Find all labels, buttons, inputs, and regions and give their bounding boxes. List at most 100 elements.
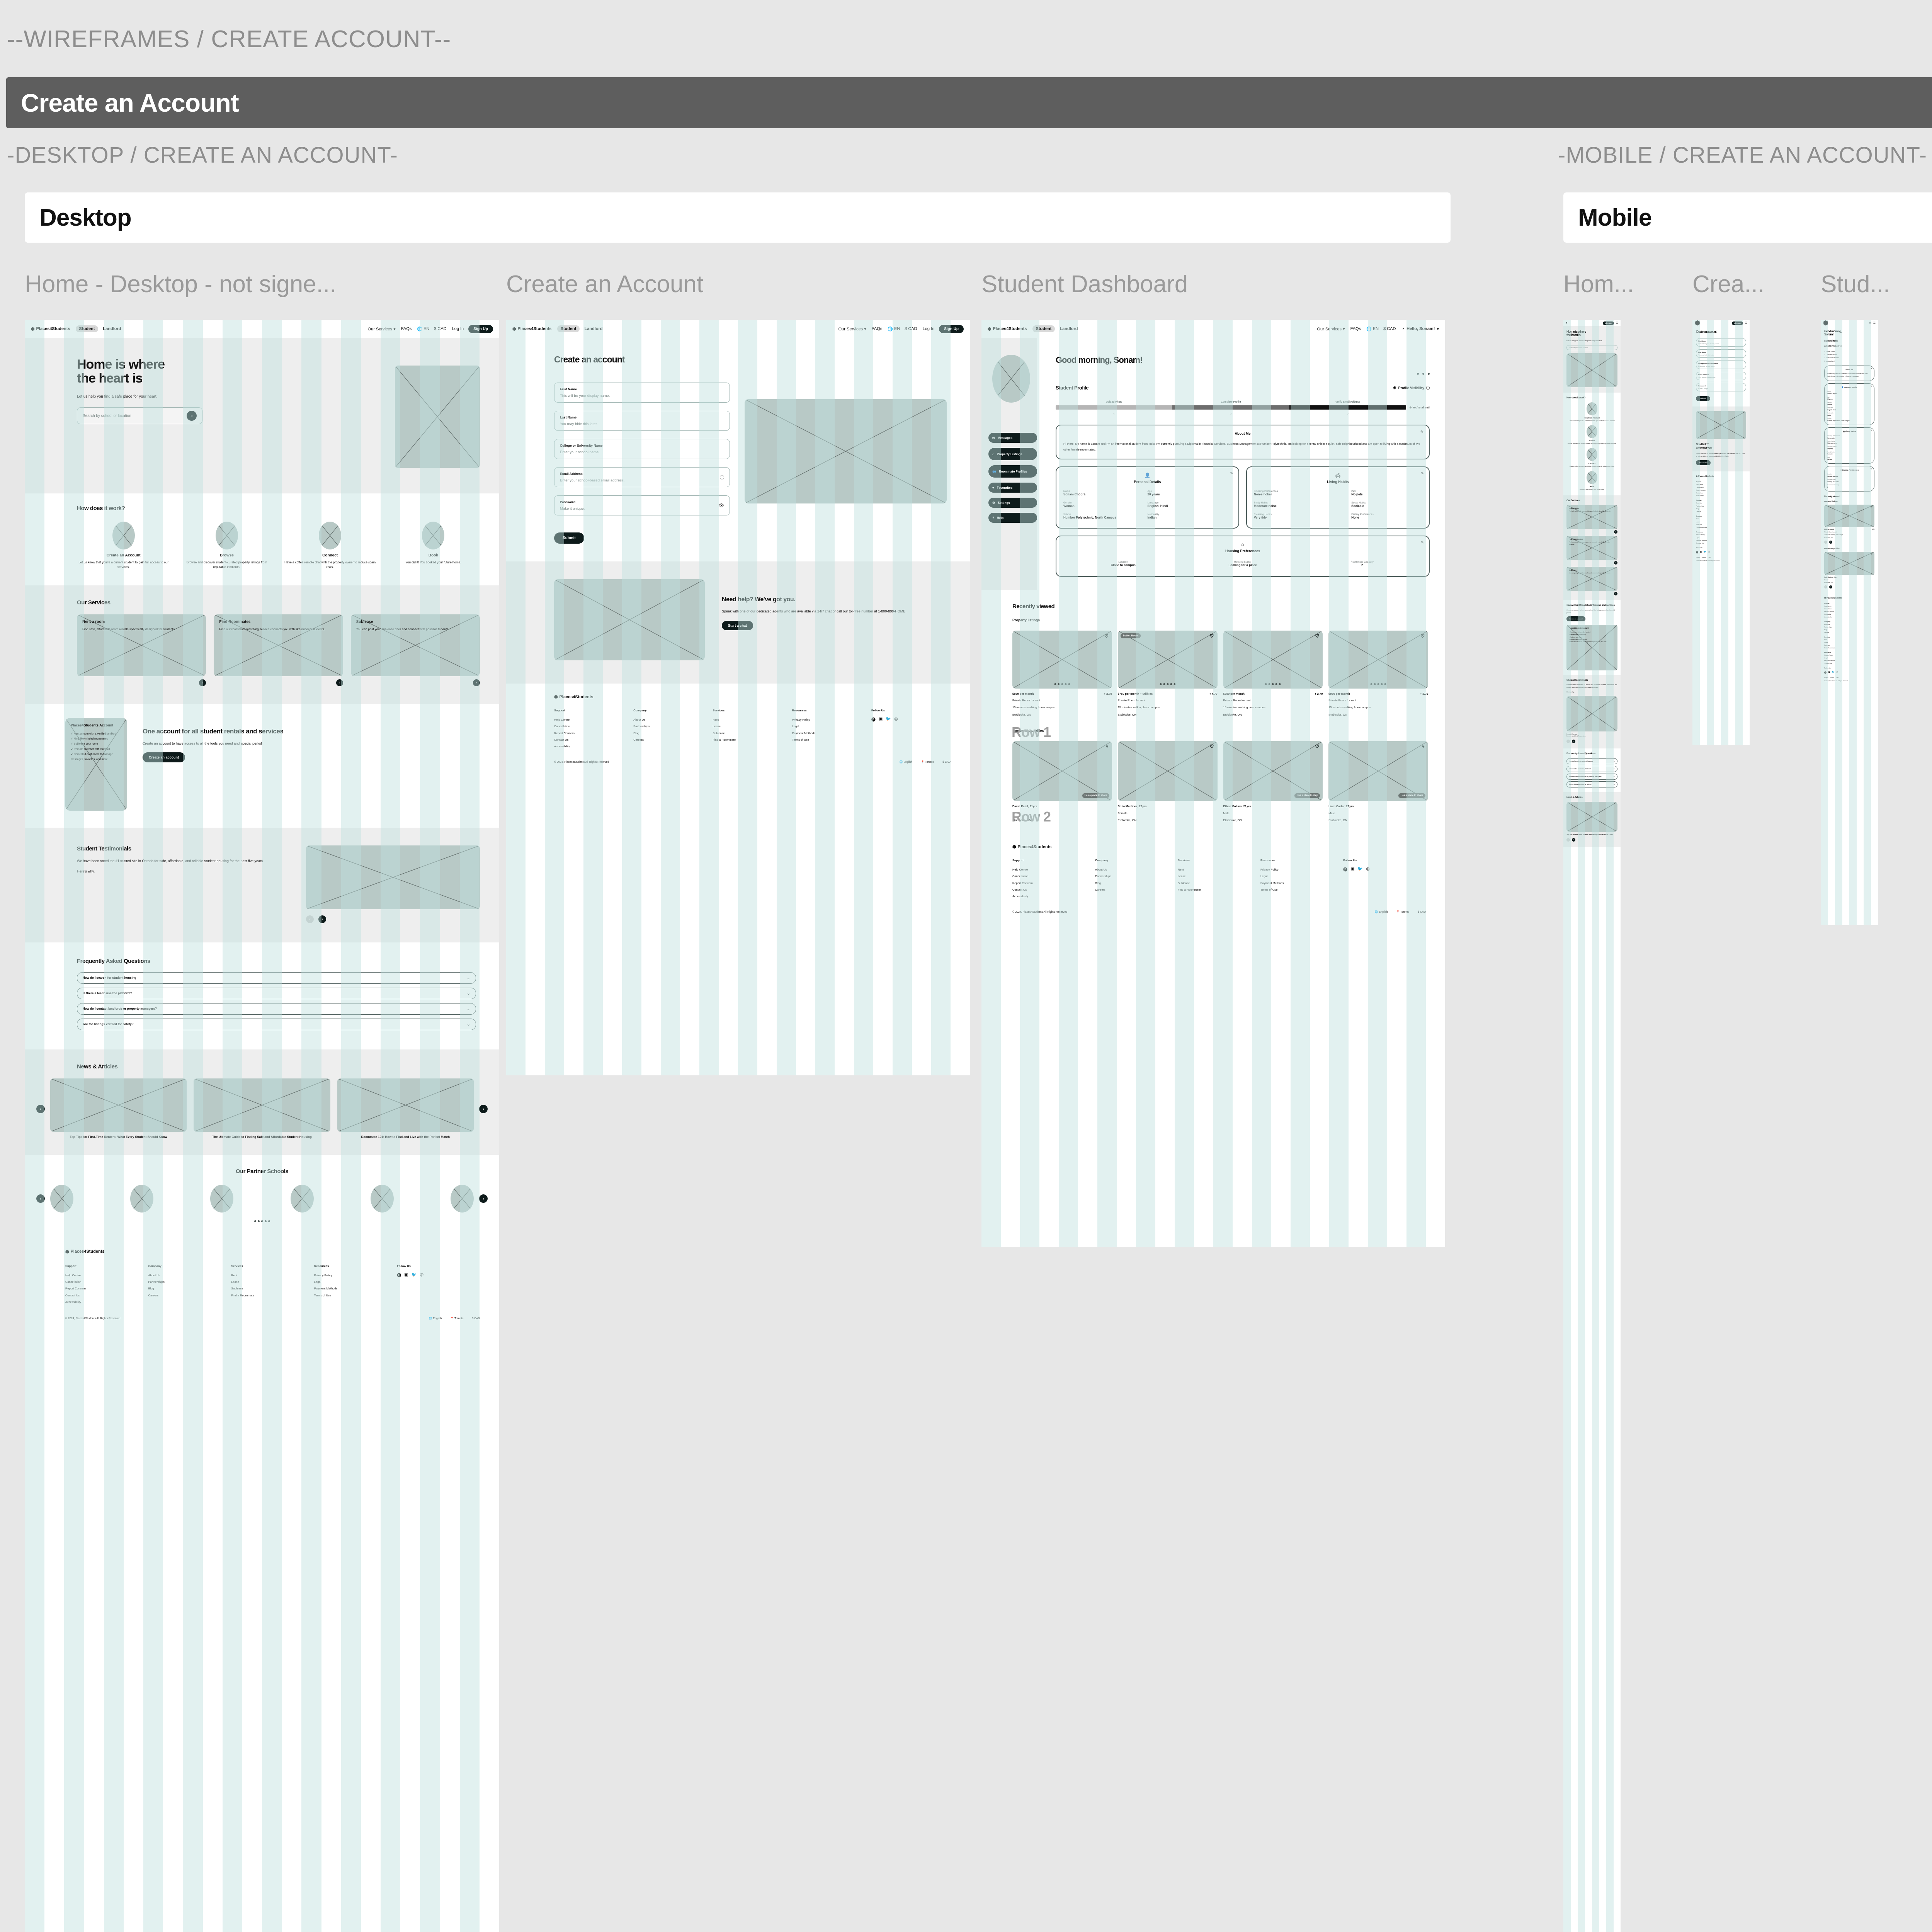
footer-link[interactable]: Legal (1696, 537, 1699, 539)
footer-language[interactable]: English (1379, 911, 1388, 914)
edit-icon[interactable]: ✎ (1420, 471, 1424, 476)
footer-link[interactable]: Terms of Use (314, 1293, 331, 1297)
email-field[interactable]: Email Address Enter your school-based em… (554, 467, 730, 488)
frame-name-create-account[interactable]: Create an Account (506, 271, 704, 298)
sidebar-item-messages[interactable]: ✉ Messages (988, 433, 1037, 443)
footer-link[interactable]: Accessibility (1696, 495, 1704, 497)
twitter-icon[interactable]: 🐦 (1357, 867, 1363, 872)
nav-language[interactable]: EN (894, 327, 900, 331)
footer-link[interactable]: Rent (1696, 518, 1699, 520)
footer-link[interactable]: Help Centre (65, 1273, 81, 1277)
tab-student[interactable]: Student (75, 325, 99, 332)
email-field[interactable]: Email Address Your school-based email. (1696, 372, 1746, 381)
favourite-heart-icon[interactable]: ♥ (1105, 744, 1109, 750)
signup-button[interactable]: Sign Up (1602, 321, 1614, 325)
footer-link[interactable]: Payment Methods (314, 1287, 338, 1291)
footer-link[interactable]: Blog (1824, 629, 1827, 631)
linkedin-icon[interactable]: ▣ (1700, 551, 1702, 554)
search-input[interactable]: Search by school or location (1566, 345, 1617, 350)
service-next-arrow[interactable]: › (473, 679, 480, 686)
mobile-top-nav[interactable]: ⬢ Sign Up ☰ (1692, 320, 1750, 327)
footer-city[interactable]: Toronto (1702, 557, 1706, 559)
tab-student[interactable]: Student (557, 325, 580, 332)
footer-link[interactable]: Accessibility (65, 1300, 81, 1304)
service-card[interactable]: Find Roommates Find our roommate matchin… (1566, 536, 1617, 560)
footer-link[interactable]: Sublease (231, 1287, 243, 1291)
footer-link[interactable]: Blog (1095, 881, 1101, 885)
service-card[interactable]: Rent a room Find safe, affordable room r… (77, 614, 206, 676)
footer-link[interactable]: Payment Methods (792, 731, 816, 735)
favourite-heart-icon[interactable]: ♡ (1315, 633, 1320, 639)
footer-link[interactable]: Lease (713, 724, 721, 728)
footer-link[interactable]: Partnerships (1696, 505, 1704, 507)
news-prev-arrow[interactable]: ‹ (1566, 838, 1570, 842)
image-dots[interactable] (1265, 683, 1281, 685)
edit-icon[interactable]: ✎ (1420, 541, 1424, 545)
news-card[interactable]: Top Tips for First-Time Renters: What Ev… (50, 1078, 187, 1139)
footer-link[interactable]: Partnerships (148, 1280, 165, 1284)
password-field[interactable]: Password Make it unique. (1696, 383, 1746, 392)
frame-home-mobile[interactable]: ⬢ Sign Up ☰ Home is where the heart is L… (1563, 320, 1621, 1932)
nav-faqs[interactable]: FAQs (871, 327, 883, 331)
footer-brand[interactable]: ⬢ Places4Students (554, 694, 594, 700)
favourite-heart-icon[interactable]: ♥ (1422, 744, 1425, 750)
hamburger-icon[interactable]: ☰ (1873, 322, 1876, 325)
search-input[interactable]: Search by school or location ⌕ (77, 407, 202, 425)
service-card[interactable]: Sublease You can post your sublease offe… (350, 614, 480, 676)
footer-link[interactable]: Accessibility (1824, 616, 1832, 618)
top-nav[interactable]: ⬢ Places4Students Student Landlord Our S… (506, 320, 970, 338)
footer-brand[interactable]: ⬢ Places4Students (1012, 844, 1052, 850)
signup-button[interactable]: Sign Up (939, 325, 964, 333)
footer-link[interactable]: Privacy Policy (1260, 868, 1279, 872)
instagram-icon[interactable]: ◎ (1366, 867, 1370, 872)
footer-link[interactable]: Payment Methods (1696, 539, 1707, 541)
footer-link[interactable]: Find a Roommate (1696, 526, 1707, 528)
footer-city[interactable]: Toronto (1400, 911, 1410, 914)
nav-our-services[interactable]: Our Services ▾ (367, 327, 396, 332)
progress-step-dot[interactable]: ◌ (1230, 412, 1232, 416)
footer-link[interactable]: Help Centre (1824, 605, 1832, 607)
footer-link[interactable]: Careers (1095, 888, 1105, 891)
footer-language[interactable]: English (1824, 677, 1828, 679)
faq-item[interactable]: How do I search for student housing ⌄ (77, 972, 476, 984)
frame-create-account-desktop[interactable]: ⬢ Places4Students Student Landlord Our S… (506, 320, 970, 1075)
footer-link[interactable]: Lease (1178, 874, 1186, 878)
nav-currency[interactable]: CAD (908, 327, 917, 331)
nav-currency[interactable]: CAD (437, 327, 447, 331)
listing-next-arrow[interactable]: › (1829, 541, 1832, 544)
footer-link[interactable]: Rent (1824, 639, 1827, 641)
frame-name-home-desktop[interactable]: Home - Desktop - not signe... (25, 271, 337, 298)
footer-link[interactable]: Legal (1260, 874, 1268, 878)
footer-currency[interactable]: CAD (1708, 557, 1711, 559)
tab-student[interactable]: Student (1032, 325, 1055, 332)
facebook-icon[interactable]: 🅕 (1824, 672, 1827, 675)
footer-link[interactable]: Payment Methods (1824, 660, 1835, 662)
footer-link[interactable]: Blog (1696, 508, 1699, 510)
nav-login[interactable]: Log In (922, 327, 935, 331)
favourite-heart-icon[interactable]: ♡ (1209, 744, 1214, 750)
instagram-icon[interactable]: ◎ (1708, 551, 1710, 554)
password-field[interactable]: Password Make it unique. 👁 (554, 495, 730, 516)
avatar[interactable]: ◔ (1402, 327, 1405, 331)
facebook-icon[interactable]: 🅕 (397, 1273, 401, 1278)
linkedin-icon[interactable]: ▣ (878, 717, 883, 722)
footer-language[interactable]: English (903, 761, 913, 764)
footer-currency[interactable]: CAD (1836, 677, 1839, 679)
linkedin-icon[interactable]: ▣ (1350, 867, 1355, 872)
favourite-heart-icon[interactable]: ♡ (1420, 633, 1425, 639)
roommate-card[interactable]: ♥ Has a place to share David Patel, 21yr… (1012, 741, 1112, 822)
testimonial-next-arrow[interactable]: › (318, 915, 326, 923)
edit-icon[interactable]: ✎ (1420, 430, 1423, 435)
service-next-arrow[interactable]: › (199, 679, 206, 686)
favourite-heart-icon[interactable]: ♡ (1209, 633, 1214, 639)
footer-link[interactable]: Terms of Use (792, 738, 809, 742)
first-name-field[interactable]: First Name This will be your display nam… (554, 383, 730, 403)
tab-landlord[interactable]: Landlord (1060, 327, 1078, 331)
edit-icon[interactable]: ✎ (1230, 471, 1233, 476)
footer-link[interactable]: Contact Us (1696, 492, 1703, 494)
twitter-icon[interactable]: 🐦 (1703, 551, 1707, 554)
footer-link[interactable]: Careers (1696, 511, 1701, 513)
tab-landlord[interactable]: Landlord (103, 327, 121, 331)
news-card[interactable]: The Ultimate Guide to Finding Safe and A… (194, 1078, 330, 1139)
start-chat-button[interactable]: Start a chat (1696, 460, 1711, 466)
